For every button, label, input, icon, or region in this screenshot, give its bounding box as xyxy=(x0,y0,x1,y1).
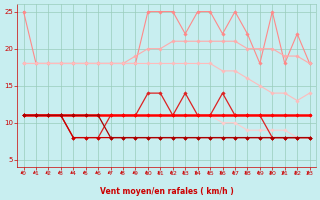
X-axis label: Vent moyen/en rafales ( km/h ): Vent moyen/en rafales ( km/h ) xyxy=(100,187,234,196)
